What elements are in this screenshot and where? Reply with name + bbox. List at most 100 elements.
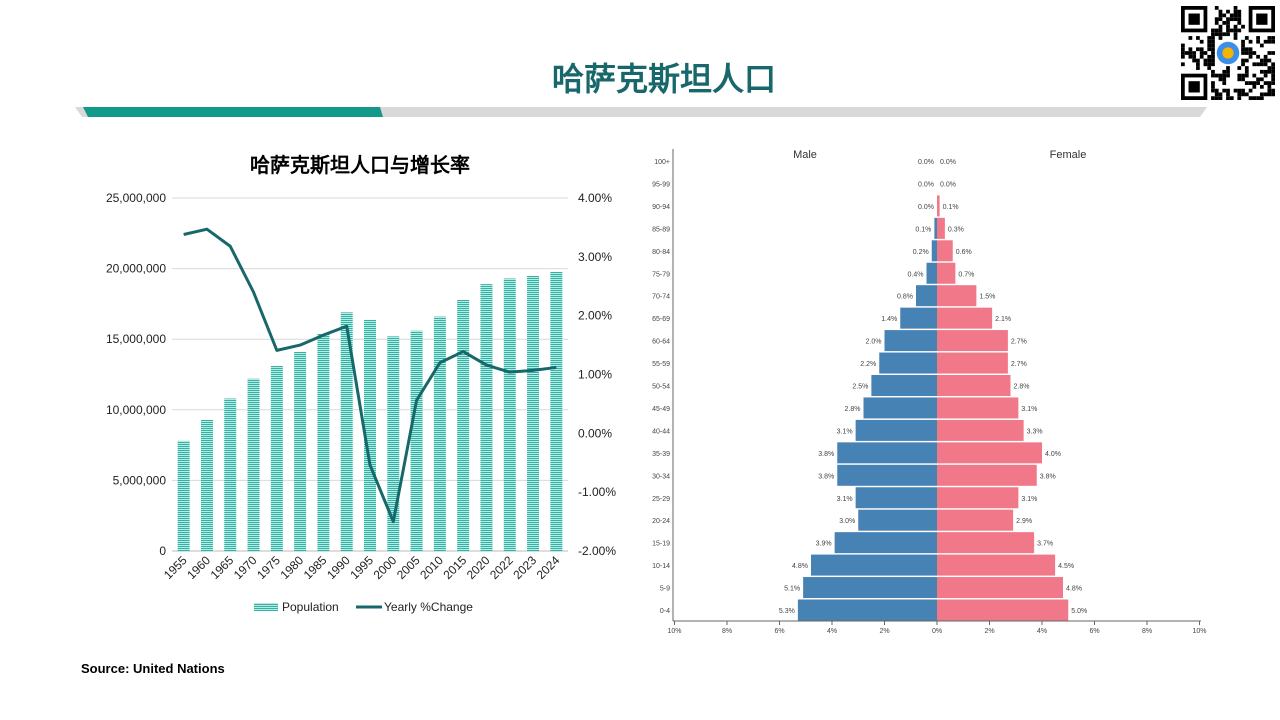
male-bar bbox=[931, 240, 937, 262]
legend-population-swatch bbox=[254, 603, 278, 611]
male-label: Male bbox=[793, 149, 817, 161]
qr-module bbox=[1199, 54, 1204, 59]
male-value-label: 5.3% bbox=[779, 608, 795, 615]
male-bar bbox=[834, 532, 937, 554]
female-bar bbox=[937, 240, 953, 262]
qr-module bbox=[1241, 43, 1245, 48]
male-bar bbox=[855, 487, 937, 509]
x-axis-tick: 2% bbox=[879, 628, 889, 635]
qr-module bbox=[1196, 58, 1200, 63]
male-bar bbox=[863, 397, 937, 419]
population-bar bbox=[410, 330, 423, 551]
population-bar bbox=[247, 378, 260, 551]
legend-change-label: Yearly %Change bbox=[384, 600, 473, 614]
qr-module bbox=[1248, 96, 1253, 100]
qr-module bbox=[1192, 54, 1197, 59]
qr-module bbox=[1271, 66, 1275, 70]
female-value-label: 5.0% bbox=[1071, 608, 1087, 615]
qr-module bbox=[1229, 28, 1234, 33]
qr-module bbox=[1241, 88, 1245, 93]
age-group-label: 40-44 bbox=[652, 428, 670, 435]
qr-module bbox=[1267, 39, 1272, 44]
male-bar bbox=[837, 442, 937, 464]
qr-module bbox=[1267, 69, 1272, 74]
qr-finder bbox=[1188, 13, 1200, 25]
right-axis-tick: 2.00% bbox=[578, 309, 612, 323]
female-value-label: 1.5% bbox=[979, 294, 995, 301]
age-group-label: 15-19 bbox=[652, 541, 670, 548]
qr-module bbox=[1233, 32, 1238, 37]
qr-finder bbox=[1188, 81, 1200, 93]
population-bar bbox=[294, 351, 307, 551]
age-group-label: 45-49 bbox=[652, 406, 670, 413]
population-bar bbox=[340, 312, 353, 551]
population-bar bbox=[317, 333, 330, 551]
qr-module bbox=[1237, 77, 1242, 82]
female-bar bbox=[937, 262, 956, 284]
qr-module bbox=[1222, 73, 1227, 78]
male-value-label: 3.0% bbox=[839, 518, 855, 525]
female-value-label: 2.1% bbox=[995, 316, 1011, 323]
qr-module bbox=[1218, 32, 1223, 37]
male-bar bbox=[855, 419, 937, 441]
male-value-label: 2.2% bbox=[860, 361, 876, 368]
female-bar bbox=[937, 375, 1011, 396]
x-axis-tick: 4% bbox=[1037, 628, 1047, 635]
qr-module bbox=[1207, 47, 1212, 52]
qr-module bbox=[1271, 73, 1275, 78]
qr-module bbox=[1244, 69, 1249, 74]
qr-module bbox=[1214, 17, 1219, 22]
qr-module bbox=[1271, 51, 1275, 55]
qr-module bbox=[1196, 62, 1200, 67]
population-bar bbox=[433, 316, 446, 551]
qr-module bbox=[1233, 28, 1238, 33]
qr-module bbox=[1211, 88, 1215, 93]
qr-module bbox=[1237, 13, 1242, 18]
population-bar bbox=[224, 398, 237, 551]
qr-module bbox=[1248, 54, 1253, 59]
right-axis-tick: 3.00% bbox=[578, 250, 612, 264]
qr-module bbox=[1222, 21, 1227, 25]
left-axis-tick: 10,000,000 bbox=[106, 403, 166, 417]
female-bar bbox=[937, 397, 1019, 419]
qr-module bbox=[1207, 36, 1212, 40]
female-bar bbox=[937, 554, 1056, 576]
qr-module bbox=[1226, 9, 1230, 14]
qr-module bbox=[1218, 28, 1223, 33]
qr-module bbox=[1241, 51, 1245, 55]
qr-module bbox=[1211, 47, 1215, 52]
male-value-label: 3.9% bbox=[816, 541, 832, 548]
qr-module bbox=[1218, 92, 1223, 97]
population-bar bbox=[177, 440, 190, 551]
male-value-label: 0.2% bbox=[913, 249, 929, 256]
qr-module bbox=[1259, 62, 1264, 67]
qr-module bbox=[1267, 58, 1272, 63]
qr-module bbox=[1211, 84, 1215, 89]
age-group-label: 5-9 bbox=[660, 586, 670, 593]
qr-module bbox=[1229, 96, 1234, 100]
right-axis-tick: -1.00% bbox=[578, 485, 616, 499]
male-bar bbox=[916, 285, 937, 307]
qr-module bbox=[1271, 88, 1275, 93]
female-value-label: 3.1% bbox=[1021, 406, 1037, 413]
qr-module bbox=[1259, 69, 1264, 74]
male-value-label: 2.0% bbox=[866, 339, 882, 346]
qr-module bbox=[1237, 73, 1242, 78]
qr-module bbox=[1271, 69, 1275, 74]
qr-module bbox=[1226, 69, 1230, 74]
qr-module bbox=[1244, 47, 1249, 52]
qr-module bbox=[1192, 58, 1197, 63]
qr-module bbox=[1211, 36, 1215, 40]
female-value-label: 0.1% bbox=[943, 204, 959, 211]
age-group-label: 95-99 bbox=[652, 181, 670, 188]
qr-module bbox=[1181, 51, 1185, 55]
age-group-label: 30-34 bbox=[652, 473, 670, 480]
left-axis-tick: 0 bbox=[159, 544, 166, 558]
male-bar bbox=[797, 599, 937, 621]
qr-module bbox=[1218, 77, 1223, 82]
qr-module bbox=[1218, 13, 1223, 18]
qr-module bbox=[1196, 47, 1200, 52]
qr-module bbox=[1267, 51, 1272, 55]
qr-module bbox=[1256, 54, 1260, 59]
female-value-label: 4.8% bbox=[1066, 586, 1082, 593]
